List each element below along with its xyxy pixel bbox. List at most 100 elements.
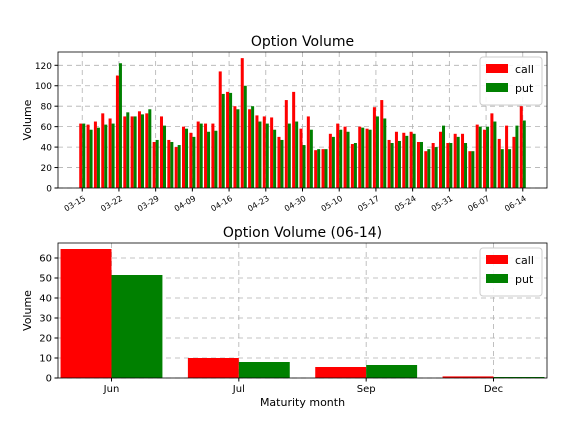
bar: [111, 123, 115, 188]
bar: [170, 141, 174, 188]
x-axis-label: Maturity month: [260, 396, 345, 409]
bar: [471, 151, 475, 188]
bar: [123, 116, 127, 188]
bar: [309, 129, 313, 188]
bar: [130, 116, 134, 188]
y-tick-label: 40: [41, 144, 53, 154]
bar: [133, 116, 137, 188]
bar: [358, 126, 362, 188]
bar: [199, 123, 203, 188]
bar: [493, 121, 497, 188]
bar: [424, 151, 428, 188]
y-axis-label: Volume: [21, 290, 34, 331]
x-tick-label: 04-23: [246, 194, 271, 213]
y-tick-label: 0: [46, 185, 52, 195]
bar: [427, 149, 431, 188]
bar: [104, 124, 108, 188]
bar: [126, 112, 130, 188]
bar: [431, 143, 435, 188]
chart-title: Option Volume: [251, 34, 354, 50]
x-tick-label: 05-24: [393, 194, 418, 213]
bar: [505, 125, 509, 188]
bar: [185, 128, 189, 188]
bar: [93, 121, 97, 188]
x-tick-label: 04-30: [283, 194, 308, 213]
bar: [159, 116, 163, 188]
bar: [187, 358, 239, 378]
bar: [380, 100, 384, 188]
x-tick-label: 03-29: [136, 194, 161, 213]
x-tick-label: Jun: [103, 384, 120, 395]
bar: [336, 123, 340, 188]
y-tick-label: 60: [39, 254, 52, 265]
bar: [292, 91, 296, 188]
bar: [486, 126, 490, 188]
bar: [438, 131, 443, 188]
y-tick-label: 40: [39, 294, 52, 305]
bar: [493, 377, 545, 378]
bar: [218, 71, 222, 188]
bar: [468, 151, 472, 188]
bar: [177, 145, 181, 188]
legend-swatch: [486, 83, 508, 92]
bar: [280, 139, 284, 188]
x-tick-label: Jul: [232, 384, 245, 395]
y-tick-label: 20: [39, 334, 52, 345]
bar: [500, 149, 504, 188]
bar: [302, 145, 306, 188]
bar: [295, 121, 299, 188]
y-tick-label: 50: [39, 274, 52, 285]
bar: [214, 130, 218, 188]
bar: [346, 131, 350, 188]
bar: [353, 143, 357, 188]
bar: [243, 85, 247, 188]
legend-swatch: [486, 64, 508, 73]
bar: [442, 376, 494, 378]
bar: [145, 113, 149, 188]
bar: [238, 362, 290, 378]
x-tick-label: 06-07: [466, 194, 491, 213]
bar: [419, 141, 423, 188]
bar: [273, 129, 277, 188]
bar: [174, 147, 178, 188]
x-tick-label: 05-10: [320, 194, 345, 213]
subplot: Option Volume 0 20 40 60 80 100 120 03-15 03-22 03…: [21, 34, 548, 213]
x-tick-label: 06-14: [503, 194, 528, 213]
y-tick-label: 30: [39, 314, 52, 325]
bar: [317, 149, 321, 188]
bar: [350, 144, 354, 188]
bar: [490, 113, 494, 188]
bar: [192, 136, 196, 188]
bar: [416, 141, 420, 188]
legend-swatch: [486, 255, 508, 264]
bar: [397, 140, 401, 188]
bar: [405, 135, 409, 188]
bar: [368, 129, 372, 188]
bar: [111, 275, 163, 378]
bar: [372, 107, 376, 188]
bar: [328, 133, 332, 188]
bar: [314, 150, 318, 188]
bar: [315, 367, 367, 378]
bar: [221, 93, 225, 188]
y-tick-label: 60: [41, 123, 53, 133]
legend-swatch: [486, 274, 508, 283]
bar: [79, 123, 83, 188]
bar: [339, 129, 343, 188]
bar: [512, 136, 516, 188]
bar: [152, 141, 156, 188]
x-tick-label: 04-16: [209, 194, 234, 213]
bar: [434, 147, 438, 188]
x-tick-label: 05-17: [356, 194, 381, 213]
bar: [248, 109, 252, 188]
bar: [324, 149, 328, 188]
axes-frame: [57, 242, 548, 379]
legend-label: put: [515, 273, 534, 286]
bar: [366, 365, 418, 378]
bar: [497, 138, 501, 188]
bar: [456, 136, 460, 188]
y-tick-label: 20: [41, 164, 53, 174]
bar: [331, 136, 335, 188]
bar: [86, 124, 90, 188]
